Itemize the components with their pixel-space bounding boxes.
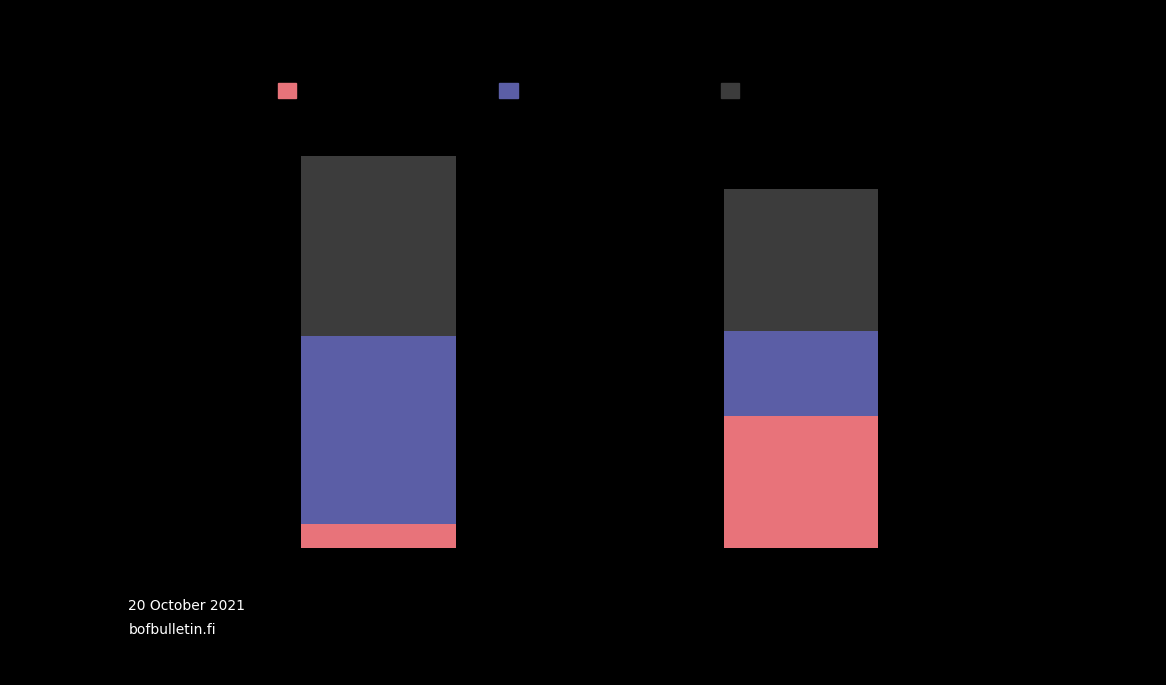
Bar xyxy=(724,189,878,331)
Text: 20 October 2021: 20 October 2021 xyxy=(128,599,245,613)
Text: 1Q09: 1Q09 xyxy=(357,562,401,580)
Bar xyxy=(301,156,456,336)
Text: 2Q20: 2Q20 xyxy=(779,562,823,580)
Bar xyxy=(724,416,878,548)
Text: bofbulletin.fi: bofbulletin.fi xyxy=(128,623,216,637)
Bar xyxy=(301,336,456,525)
Text: Consumption: Consumption xyxy=(305,81,415,99)
Text: Average contributions of demand components in the import decline in 1Q09 and 2Q2: Average contributions of demand componen… xyxy=(251,27,915,42)
Bar xyxy=(724,331,878,416)
Text: Other: Other xyxy=(749,81,795,99)
Bar xyxy=(301,525,456,548)
Text: Investment: Investment xyxy=(527,81,621,99)
